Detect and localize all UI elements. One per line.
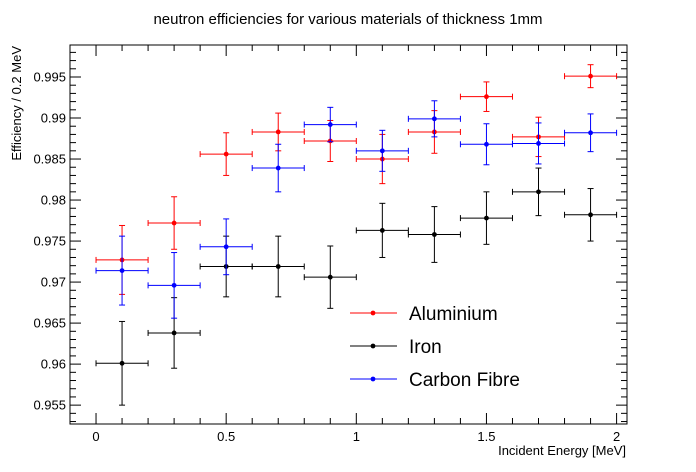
data-marker — [119, 268, 125, 273]
legend-entry: Aluminium — [350, 304, 498, 325]
data-point — [95, 320, 149, 406]
data-point — [459, 81, 513, 112]
y-tick-label: 0.98 — [41, 193, 66, 208]
data-marker — [275, 129, 281, 135]
y-tick-label: 0.96 — [41, 357, 66, 372]
data-point — [251, 235, 305, 298]
x-tick-label: 1 — [353, 429, 360, 444]
data-point — [564, 188, 618, 242]
legend-label: Carbon Fibre — [409, 370, 520, 391]
plot-frame — [69, 44, 628, 425]
data-point — [251, 143, 305, 193]
y-tick-label: 0.965 — [33, 316, 66, 331]
data-point — [147, 252, 201, 319]
data-marker — [119, 360, 125, 366]
x-tick-label: 2 — [613, 429, 620, 444]
legend-entry: Carbon Fibre — [350, 370, 520, 391]
legend-marker — [370, 376, 376, 382]
series-aluminium — [95, 64, 618, 295]
series-carbon-fibre — [95, 100, 618, 319]
data-point — [407, 100, 461, 138]
legend-label: Iron — [409, 337, 442, 358]
legend: Aluminium Iron Carbon Fibre — [350, 304, 520, 391]
y-tick-label: 0.99 — [41, 111, 66, 126]
data-marker — [431, 116, 437, 122]
data-point — [95, 235, 149, 306]
data-marker — [588, 73, 593, 79]
data-marker — [379, 227, 385, 233]
data-point — [511, 122, 566, 165]
data-point — [303, 106, 357, 143]
data-point — [407, 206, 461, 263]
data-marker — [327, 122, 333, 127]
legend-label: Aluminium — [409, 304, 498, 325]
data-marker — [536, 189, 541, 195]
legend-marker — [370, 310, 376, 316]
data-point — [564, 113, 618, 153]
data-marker — [171, 330, 177, 336]
x-tick-label: 0 — [92, 429, 99, 444]
data-point — [355, 202, 409, 258]
legend-entry: Iron — [350, 337, 442, 358]
data-point — [355, 129, 409, 172]
data-point — [564, 64, 618, 89]
y-tick-label: 0.985 — [33, 152, 66, 167]
data-point — [511, 167, 566, 217]
data-point — [459, 191, 513, 245]
data-point — [147, 196, 201, 250]
y-tick-label: 0.995 — [33, 69, 66, 84]
chart-title: neutron efficiencies for various materia… — [153, 11, 542, 28]
data-marker — [171, 220, 177, 226]
x-axis-title: Incident Energy [MeV] — [498, 443, 626, 458]
data-marker — [484, 215, 489, 221]
data-point — [199, 132, 253, 176]
data-point — [303, 245, 357, 309]
data-marker — [275, 165, 281, 171]
y-tick-label: 0.955 — [33, 398, 66, 413]
plot-area: 0 0.5 1 1.5 2 0.955 0.96 0.965 0.97 0.975 0.98 0.98… — [33, 44, 628, 444]
data-marker — [327, 274, 333, 280]
y-tick-label: 0.975 — [33, 234, 66, 249]
data-marker — [223, 244, 229, 250]
data-marker — [379, 148, 385, 154]
data-marker — [484, 141, 489, 147]
x-tick-label: 0.5 — [217, 429, 235, 444]
data-marker — [588, 212, 593, 218]
y-tick-label: 0.97 — [41, 275, 66, 290]
data-marker — [484, 94, 489, 100]
data-marker — [275, 264, 281, 269]
x-tick-label: 1.5 — [477, 429, 495, 444]
data-marker — [536, 141, 541, 146]
y-axis-title: Efficiency / 0.2 MeV — [9, 46, 24, 161]
data-marker — [431, 232, 437, 237]
data-marker — [588, 130, 593, 136]
data-point — [199, 218, 253, 276]
data-marker — [171, 282, 177, 288]
legend-marker — [370, 343, 376, 349]
data-marker — [223, 151, 229, 157]
